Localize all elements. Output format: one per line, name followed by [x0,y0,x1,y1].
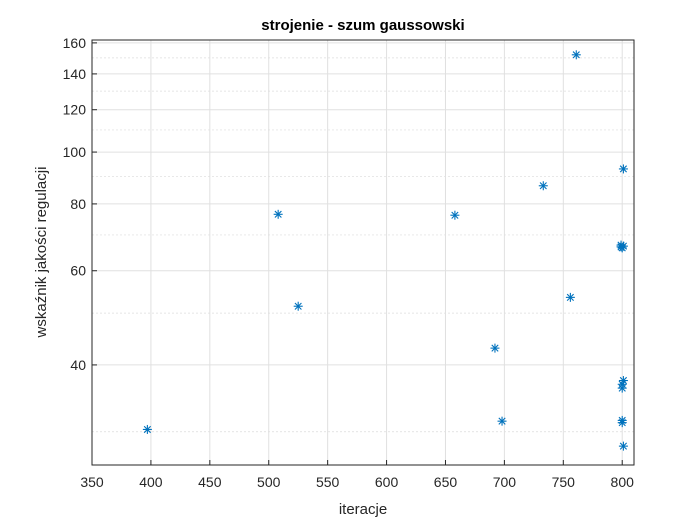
data-point [273,209,283,219]
data-point [497,416,507,426]
data-point [538,181,548,191]
y-tick-label: 100 [63,144,87,160]
data-point [565,292,575,302]
chart-title: strojenie - szum gaussowski [261,17,464,34]
x-tick-label: 350 [80,474,104,490]
y-tick-label: 120 [63,102,87,118]
data-point [617,418,627,428]
y-tick-label: 40 [70,357,86,373]
data-point [571,50,581,60]
x-tick-label: 750 [552,474,576,490]
data-point [450,210,460,220]
y-tick-label: 160 [63,35,87,51]
data-points [142,50,628,451]
data-point [618,441,628,451]
y-tick-label: 60 [70,263,86,279]
x-tick-label: 500 [257,474,281,490]
x-tick-label: 700 [493,474,517,490]
y-axis-label: wskaźnik jakości regulacji [33,167,50,339]
data-point [490,343,500,353]
x-tick-label: 400 [139,474,163,490]
x-tick-label: 450 [198,474,222,490]
data-point [618,164,628,174]
data-point [617,383,627,393]
data-point [618,376,628,386]
y-tick-label: 140 [63,66,87,82]
labels-layer: strojenie - szum gaussowski iteracje wsk… [33,17,465,518]
grid-layer [91,40,634,465]
x-tick-label: 650 [434,474,458,490]
tick-layer: 350 400 450 500 550 600 650 700 750 800 40 60 80 100 1… [63,35,634,490]
data-point [293,301,303,311]
x-tick-label: 600 [375,474,399,490]
x-tick-label: 800 [611,474,635,490]
x-axis-label: iteracje [339,501,387,518]
y-tick-label: 80 [70,196,86,212]
plot-area-border [91,39,635,466]
axes [91,39,635,466]
data-point [142,424,152,434]
data-point [618,241,628,251]
x-tick-label: 550 [316,474,340,490]
